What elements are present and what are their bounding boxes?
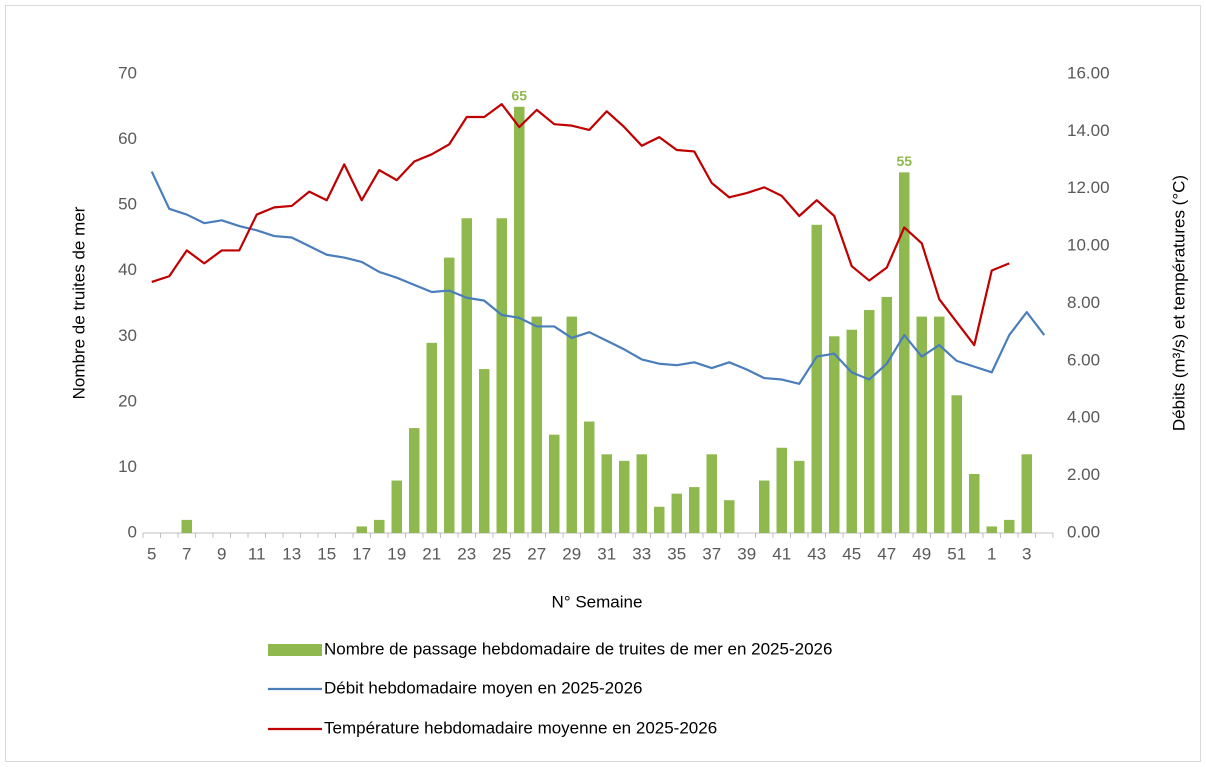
line: [150, 171, 1046, 385]
bar: [636, 454, 647, 533]
x-tick-label: 39: [737, 544, 756, 563]
x-tick-label: 41: [772, 544, 791, 563]
y-tick-label: 0: [128, 522, 137, 541]
bar: [1004, 519, 1015, 533]
y-tick-label: 60: [118, 129, 137, 148]
x-tick-label: 9: [217, 544, 226, 563]
bar: [426, 342, 437, 533]
x-tick-label: 1: [987, 544, 996, 563]
bar: [356, 526, 367, 533]
bar: [409, 428, 420, 533]
x-tick-label: 5: [147, 544, 156, 563]
bar: [496, 218, 507, 533]
bar: [706, 454, 717, 533]
x-tick-label: 35: [667, 544, 686, 563]
x-tick-label: 15: [317, 544, 336, 563]
x-tick-label: 51: [947, 544, 966, 563]
legend-label: Température hebdomadaire moyenne en 2025…: [324, 718, 717, 737]
y2-tick-label: 16.00: [1067, 63, 1110, 82]
bar: [829, 336, 840, 533]
bar: [374, 519, 385, 533]
bar: [811, 224, 822, 534]
bar: [531, 316, 542, 533]
bar: [601, 454, 612, 533]
y-tick-label: 10: [118, 457, 137, 476]
x-tick-label: 3: [1022, 544, 1031, 563]
x-tick-label: 33: [632, 544, 651, 563]
y2-tick-label: 6.00: [1067, 350, 1100, 369]
x-tick-label: 25: [492, 544, 511, 563]
bar: [654, 506, 665, 533]
y-tick-label: 30: [118, 326, 137, 345]
x-tick-label: 7: [182, 544, 191, 563]
y2-tick-label: 8.00: [1067, 293, 1100, 312]
bar: [724, 500, 735, 533]
chart-border: [5, 5, 1201, 762]
x-tick-label: 47: [877, 544, 896, 563]
bar: [899, 172, 910, 533]
x-axis-title: N° Semaine: [552, 592, 643, 611]
x-tick-label: 17: [352, 544, 371, 563]
bar: [391, 480, 402, 533]
x-tick-label: 43: [807, 544, 826, 563]
x-tick-label: 27: [527, 544, 546, 563]
bar: [671, 493, 682, 533]
bar: [759, 480, 770, 533]
bar: [934, 316, 945, 533]
bar: [951, 395, 962, 533]
bar: [969, 473, 980, 533]
y2-tick-label: 10.00: [1067, 236, 1110, 255]
line: [151, 103, 1010, 347]
y2-tick-label: 14.00: [1067, 121, 1110, 140]
data-label: 65: [511, 87, 527, 103]
data-label: 55: [896, 153, 912, 169]
bar: [566, 316, 577, 533]
y-tick-label: 50: [118, 195, 137, 214]
bar: [444, 257, 455, 533]
bar: [776, 447, 787, 533]
legend-label: Débit hebdomadaire moyen en 2025-2026: [324, 678, 643, 697]
x-tick-label: 19: [387, 544, 406, 563]
x-tick-label: 49: [912, 544, 931, 563]
y2-tick-label: 4.00: [1067, 408, 1100, 427]
bar: [514, 106, 525, 534]
x-tick-label: 29: [562, 544, 581, 563]
y2-tick-label: 2.00: [1067, 465, 1100, 484]
bar: [461, 218, 472, 533]
y-tick-label: 20: [118, 391, 137, 410]
x-tick-label: 37: [702, 544, 721, 563]
y-tick-label: 70: [118, 63, 137, 82]
legend-swatch: [268, 644, 322, 656]
x-tick-label: 23: [457, 544, 476, 563]
y2-tick-label: 12.00: [1067, 178, 1110, 197]
bar: [181, 519, 192, 533]
bar: [549, 434, 560, 533]
x-tick-label: 31: [597, 544, 616, 563]
x-tick-label: 45: [842, 544, 861, 563]
y-axis-title: Nombre de truites de mer: [69, 206, 88, 399]
x-tick-label: 13: [282, 544, 301, 563]
y2-axis-title: Débits (m³/s) et températures (°C): [1169, 175, 1188, 431]
x-tick-label: 11: [248, 544, 266, 563]
bar: [584, 421, 595, 533]
bar: [986, 526, 997, 533]
y-tick-label: 40: [118, 260, 137, 279]
bar: [794, 460, 805, 533]
bar: [881, 296, 892, 533]
legend-label: Nombre de passage hebdomadaire de truite…: [324, 639, 832, 658]
bar: [864, 310, 875, 533]
y2-tick-label: 0.00: [1067, 522, 1100, 541]
bar: [846, 329, 857, 533]
bar: [479, 369, 490, 533]
bar: [619, 460, 630, 533]
bar: [916, 316, 927, 533]
bar: [1021, 454, 1032, 533]
bar: [689, 487, 700, 533]
x-tick-label: 21: [422, 544, 441, 563]
